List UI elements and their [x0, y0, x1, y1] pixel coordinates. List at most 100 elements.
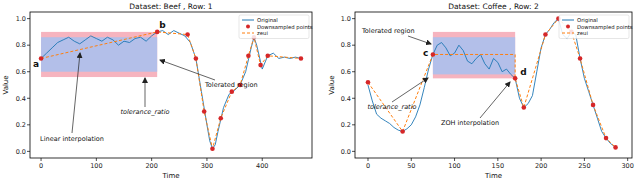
chart-title: Dataset: Coffee , Row: 2: [448, 2, 539, 11]
y-tick: [352, 98, 355, 99]
x-tick: [627, 158, 628, 161]
series-line: [41, 32, 301, 149]
downsampled-point: [210, 146, 215, 151]
y-tick-label: 0.4: [341, 95, 351, 103]
x-tick-label: 200: [535, 162, 547, 170]
downsampled-point: [400, 129, 405, 134]
annotation-arrow: [145, 78, 146, 107]
y-tick-label: 0.8: [341, 41, 351, 49]
legend: OriginalDownsampled pointszeui: [239, 15, 313, 39]
y-tick: [352, 151, 355, 152]
y-tick: [27, 151, 30, 152]
chart-title: Dataset: Beef , Row: 1: [129, 2, 213, 11]
downsampled-point: [246, 54, 251, 59]
y-tick-label: 0.2: [16, 121, 26, 129]
downsampled-point: [258, 63, 263, 68]
downsampled-point: [202, 109, 207, 114]
annotation: Tolerated region: [361, 27, 415, 35]
x-tick: [584, 158, 585, 161]
x-tick-label: 0: [366, 162, 370, 170]
downsampled-point: [521, 105, 526, 110]
x-tick-label: 300: [201, 162, 213, 170]
annotation-arrow: [480, 82, 510, 118]
legend: OriginalDownsampled pointszeui: [559, 15, 633, 39]
downsampled-point: [218, 116, 223, 121]
downsampled-point: [513, 76, 518, 81]
legend-swatch: [242, 20, 254, 21]
x-tick: [497, 158, 498, 161]
x-tick: [367, 158, 368, 161]
annotation: ZOH interpolation: [441, 119, 499, 127]
plot-area: [39, 30, 303, 151]
legend-label: zeui: [257, 30, 268, 36]
legend-swatch: [242, 33, 254, 34]
downsampled-point: [155, 30, 160, 35]
point-label: c: [423, 48, 428, 58]
downsampled-point: [299, 56, 304, 61]
x-tick: [206, 158, 207, 161]
point-label: b: [159, 20, 166, 30]
series-line: [41, 31, 301, 149]
annotation-arrow: [160, 60, 215, 80]
y-tick-label: 1.0: [341, 15, 351, 23]
downsampled-point: [543, 32, 548, 37]
y-tick: [27, 45, 30, 46]
x-axis-label: Time: [484, 172, 502, 180]
y-tick-label: 0.6: [16, 68, 26, 76]
y-tick: [27, 18, 30, 19]
plot-background: [355, 12, 632, 158]
y-tick-label: 0.8: [16, 41, 26, 49]
downsampled-point: [194, 56, 199, 61]
y-tick-label: 0.6: [341, 68, 351, 76]
x-tick-label: 300: [621, 162, 633, 170]
y-tick-label: 0.4: [16, 95, 26, 103]
downsampled-point: [230, 89, 235, 94]
y-tick-label: 1.0: [16, 15, 26, 23]
annotation: Linear interpolation: [40, 135, 104, 143]
x-tick: [41, 158, 42, 161]
x-axis-label: Time: [161, 172, 179, 180]
annotation-arrow: [408, 36, 431, 44]
x-tick-label: 0: [39, 162, 43, 170]
y-tick-label: 0.2: [341, 121, 351, 129]
downsampled-point: [39, 56, 44, 61]
y-axis-label: Value: [328, 75, 336, 94]
annotation: tolerance_ratio: [121, 108, 170, 116]
downsampled-point: [431, 52, 436, 57]
tolerated-region: [433, 37, 515, 74]
downsampled-point: [613, 145, 618, 150]
x-tick-label: 100: [448, 162, 460, 170]
y-axis-label: Value: [2, 75, 10, 94]
legend-swatch: [246, 25, 250, 29]
downsampled-point: [265, 54, 270, 59]
x-tick: [262, 158, 263, 161]
annotation: Tolerated region: [204, 81, 258, 89]
plot-background: [30, 12, 312, 158]
y-tick: [352, 124, 355, 125]
y-tick: [352, 45, 355, 46]
y-tick: [352, 18, 355, 19]
x-tick-label: 250: [578, 162, 590, 170]
x-tick-label: 400: [256, 162, 268, 170]
x-tick-label: 100: [90, 162, 102, 170]
annotation-arrow: [392, 78, 428, 102]
point-label: d: [520, 67, 526, 77]
y-tick: [27, 124, 30, 125]
x-tick: [411, 158, 412, 161]
legend-label: zeui: [577, 30, 588, 36]
legend-swatch: [562, 33, 574, 34]
downsampled-point: [591, 103, 596, 108]
x-tick: [541, 158, 542, 161]
panel: 01002003004000.00.20.40.60.81.0Dataset: …: [2, 2, 313, 180]
x-tick-label: 200: [145, 162, 157, 170]
figure: 01002003004000.00.20.40.60.81.0Dataset: …: [0, 0, 640, 184]
plot-frame: [30, 12, 312, 158]
downsampled-point: [366, 80, 371, 85]
legend-swatch: [562, 20, 574, 21]
annotation: tolerance_ratio: [368, 103, 417, 111]
y-tick: [27, 98, 30, 99]
x-tick: [96, 158, 97, 161]
downsampled-point: [578, 56, 583, 61]
y-tick: [352, 71, 355, 72]
y-tick: [27, 71, 30, 72]
